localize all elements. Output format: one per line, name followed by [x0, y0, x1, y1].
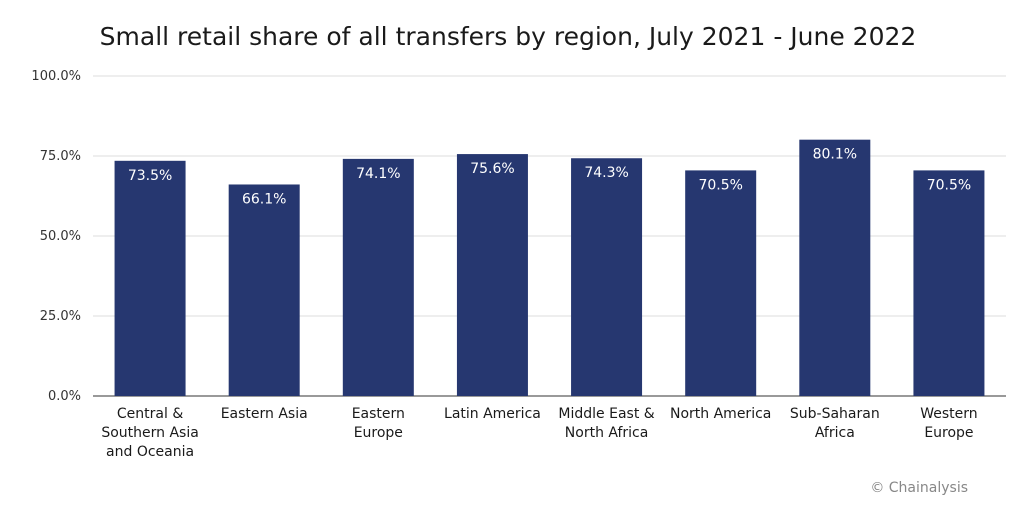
- source-credit: © Chainalysis: [870, 480, 968, 496]
- x-tick-label: Middle East &: [558, 406, 654, 422]
- data-label: 70.5%: [927, 177, 971, 193]
- y-tick-label: 75.0%: [40, 149, 81, 164]
- x-tick-label: Europe: [354, 425, 403, 441]
- data-label: 74.1%: [356, 166, 400, 182]
- bar: [228, 184, 300, 396]
- bar: [114, 160, 186, 396]
- x-tick-label: Europe: [924, 425, 973, 441]
- x-tick-label: Eastern Asia: [221, 406, 308, 422]
- x-tick-label: Africa: [815, 425, 855, 441]
- x-tick-label: Western: [920, 406, 977, 422]
- data-label: 80.1%: [813, 147, 857, 163]
- chart-title: Small retail share of all transfers by r…: [99, 22, 917, 51]
- x-tick-label: North Africa: [565, 425, 649, 441]
- y-tick-label: 50.0%: [40, 229, 81, 244]
- x-tick-label: North America: [670, 406, 771, 422]
- bar: [342, 158, 414, 396]
- bar: [456, 154, 528, 396]
- data-label: 66.1%: [242, 191, 286, 207]
- x-tick-label: and Oceania: [106, 444, 194, 460]
- data-label: 73.5%: [128, 168, 172, 184]
- bar: [685, 170, 757, 396]
- data-label: 74.3%: [584, 165, 628, 181]
- bar: [571, 158, 643, 396]
- data-label: 75.6%: [470, 161, 514, 177]
- y-tick-label: 100.0%: [31, 69, 81, 84]
- x-tick-label: Latin America: [444, 406, 541, 422]
- x-tick-label: Southern Asia: [101, 425, 198, 441]
- y-tick-label: 25.0%: [40, 309, 81, 324]
- data-label: 70.5%: [698, 177, 742, 193]
- x-tick-label: Eastern: [352, 406, 405, 422]
- x-tick-label: Central &: [117, 406, 183, 422]
- bar: [913, 170, 985, 396]
- bar: [799, 139, 871, 396]
- x-tick-label: Sub-Saharan: [790, 406, 880, 422]
- y-tick-label: 0.0%: [48, 389, 81, 404]
